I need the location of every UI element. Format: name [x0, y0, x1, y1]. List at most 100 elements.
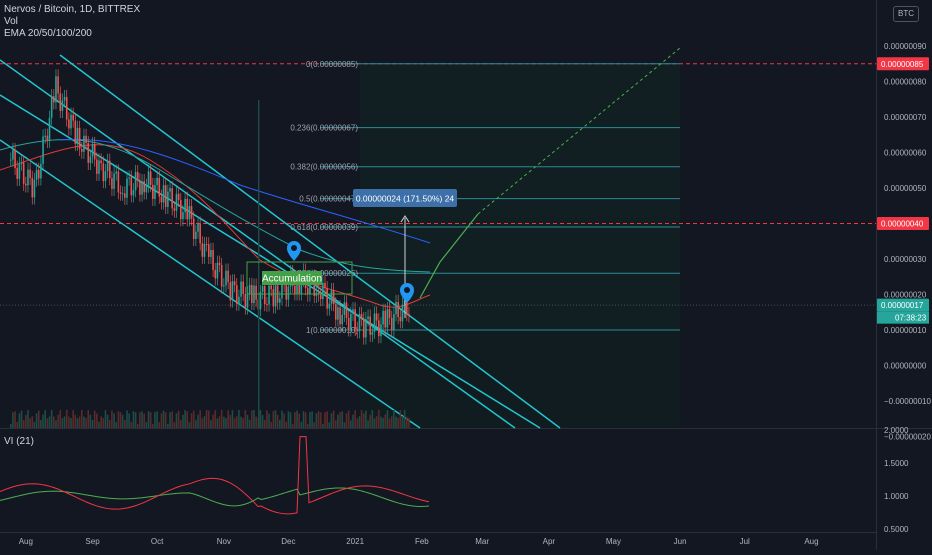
candle-body [115, 171, 118, 174]
price-badge-mid: 0.00000040 [881, 220, 924, 229]
volume-bar [184, 410, 186, 428]
volume-bar [195, 420, 197, 428]
volume-bar [291, 423, 294, 428]
candle-body [375, 313, 378, 321]
price-tick-label: 0.00000020 [884, 291, 927, 300]
candle-body [248, 284, 251, 294]
volume-bar [347, 410, 350, 428]
volume-bar [395, 416, 397, 428]
currency-badge[interactable]: BTC [893, 6, 919, 22]
volume-bar [246, 414, 249, 428]
candle-body [345, 302, 348, 318]
candle-body [352, 309, 354, 314]
volume-bar [192, 410, 195, 428]
candle-body [229, 282, 232, 301]
fib-zone-lower [360, 330, 680, 428]
volume-bar [188, 422, 191, 428]
volume-bar [304, 412, 307, 428]
volume-bar [154, 412, 156, 428]
candle-body [162, 185, 165, 203]
volume-bar [31, 416, 34, 428]
candle-body [102, 163, 105, 182]
candle-body [225, 270, 227, 286]
volume-bar [89, 414, 92, 428]
candle-body [266, 304, 268, 306]
candle-body [14, 149, 16, 168]
candle-body [405, 296, 408, 314]
candle-body [76, 127, 79, 144]
volume-bar [57, 414, 59, 428]
candle-body [281, 278, 283, 299]
candle-body [89, 156, 92, 163]
price-badge-top: 0.00000085 [881, 60, 924, 69]
volume-bar [203, 416, 206, 428]
candle-body [87, 142, 90, 163]
volume-bar [55, 420, 57, 428]
volume-bar [65, 410, 68, 428]
candle-body [126, 178, 128, 198]
volume-bar [91, 419, 94, 428]
volume-bar [162, 410, 165, 428]
volume-bar [380, 416, 382, 428]
volume-legend: Vol [4, 16, 18, 27]
volume-bar [285, 421, 288, 428]
price-badge-top-bg [877, 57, 929, 71]
volume-bar [156, 411, 158, 428]
volume-bar [111, 410, 113, 428]
volume-bar [87, 410, 90, 428]
candle-body [356, 328, 359, 332]
candle-body [117, 171, 120, 193]
candle-body [100, 160, 102, 164]
candle-body [279, 298, 281, 303]
volume-bar [53, 416, 55, 428]
time-tick-label: Feb [415, 537, 429, 546]
volume-bar [171, 411, 173, 428]
volume-bar [229, 414, 232, 428]
candle-body [128, 177, 130, 179]
volume-bar [128, 413, 130, 428]
candle-body [85, 135, 87, 143]
time-tick-label: Aug [804, 537, 818, 546]
candle-body [68, 119, 70, 129]
volume-spike [258, 330, 260, 428]
candle-body [274, 285, 277, 307]
candle-body [136, 172, 139, 181]
candle-body [408, 313, 410, 316]
candle-body [50, 96, 53, 118]
candle-body [124, 193, 126, 198]
candle-body [177, 193, 180, 200]
candle-body [319, 294, 322, 300]
volume-bar [37, 410, 40, 428]
countdown-badge-bg [877, 311, 929, 324]
candle-body [171, 188, 173, 209]
volume-bar [386, 410, 389, 428]
volume-bar [106, 414, 109, 428]
volume-bar [173, 422, 176, 428]
ema-legend: EMA 20/50/100/200 [4, 28, 92, 39]
volume-bar [16, 422, 19, 428]
volume-bar [328, 422, 331, 428]
volume-bar [298, 413, 300, 428]
candle-body [139, 180, 141, 195]
volume-bar [63, 416, 66, 428]
volume-bar [164, 412, 167, 428]
volume-bar [358, 416, 361, 428]
candle-body [205, 243, 208, 245]
candle-body [55, 76, 57, 103]
time-tick-label: Aug [19, 537, 33, 546]
candle-body [401, 304, 404, 322]
volume-bar [167, 423, 169, 428]
volume-bar [201, 418, 204, 428]
candle-body [203, 243, 206, 257]
candle-body [324, 282, 326, 289]
fib-level-label: 0(0.00000085) [306, 60, 358, 69]
volume-bar [147, 411, 150, 428]
candle-body [201, 243, 204, 257]
volume-bar [130, 421, 133, 428]
volume-bar [70, 418, 72, 428]
volume-bar [399, 410, 402, 428]
candle-body [104, 171, 107, 182]
